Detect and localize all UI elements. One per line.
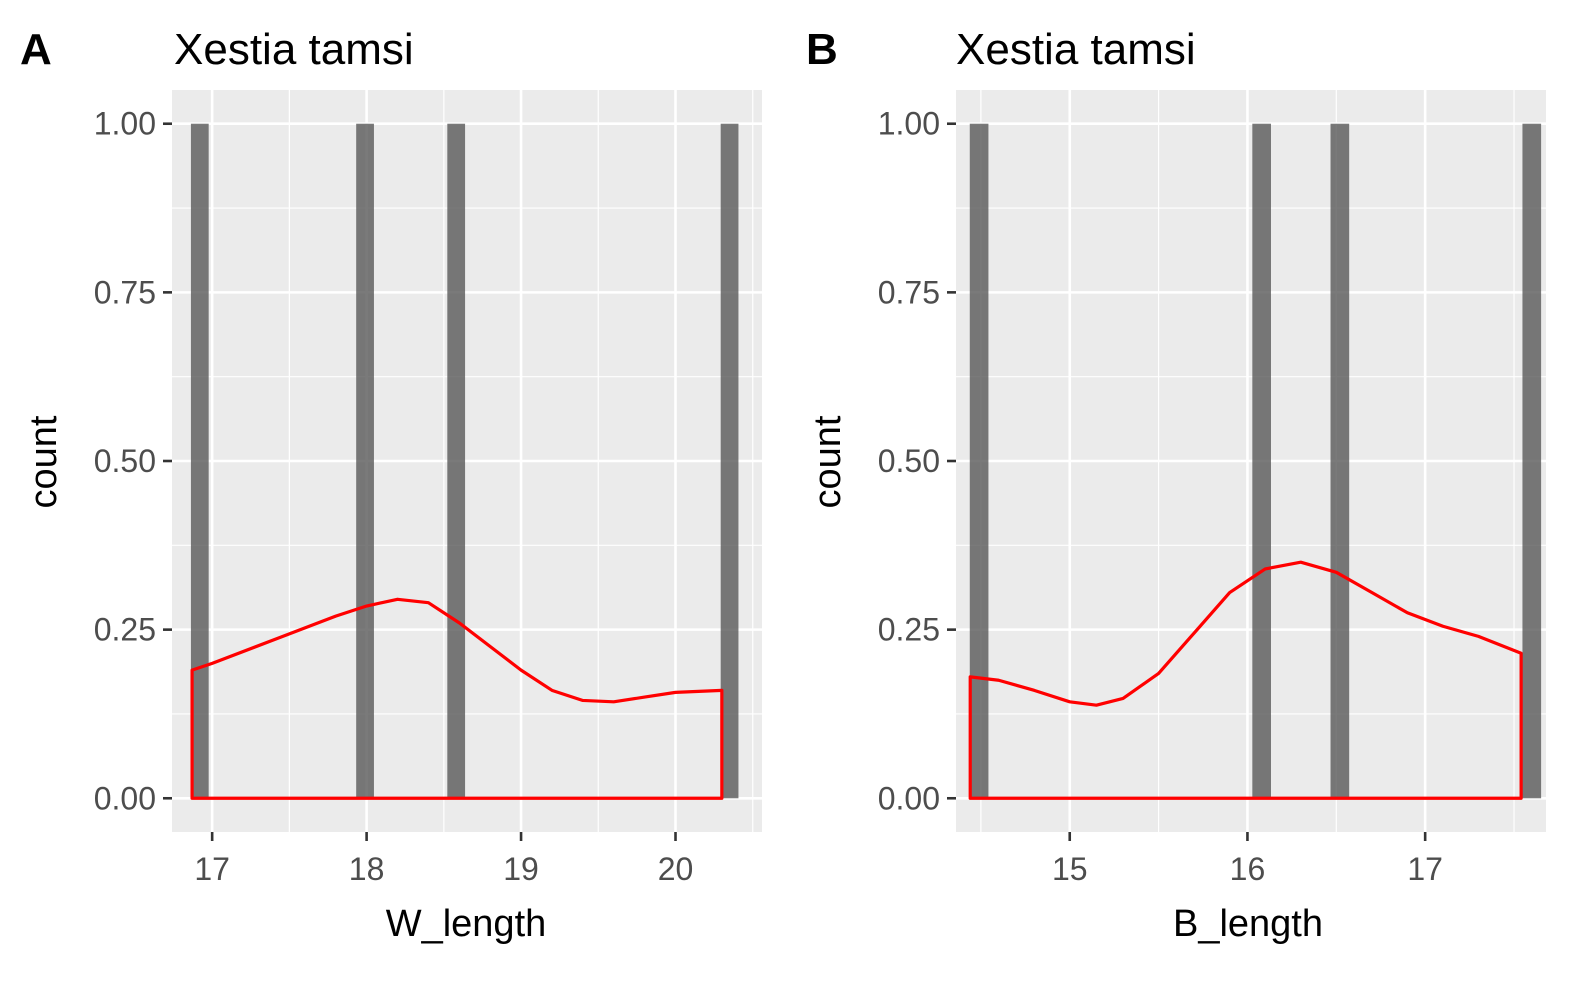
y-axis: 0.00 0.25 0.50 0.75 1.00 [94,106,172,816]
y-axis-title: count [807,415,849,508]
y-tick-label: 0.25 [878,612,940,648]
x-tick-label: 15 [1052,851,1088,887]
panel-tag: B [806,25,838,74]
histogram-bar [1252,123,1271,799]
x-axis-title: B_length [1173,903,1323,945]
y-tick-label: 0.50 [878,443,940,479]
density-curve [968,560,1523,800]
x-tick-label: 16 [1230,851,1266,887]
y-tick-label: 1.00 [878,106,940,142]
panel-tag: A [20,25,52,74]
x-tick-label: 19 [503,851,539,887]
gridlines [956,90,1546,832]
y-tick-label: 0.50 [94,443,156,479]
x-tick-label: 17 [1407,851,1443,887]
density-line [190,597,724,800]
histogram-bar [356,123,374,799]
x-tick-label: 20 [658,851,694,887]
x-tick-label: 17 [194,851,230,887]
y-tick-label: 0.00 [94,780,156,816]
chart-title: Xestia tamsi [956,25,1196,74]
histogram-bar [969,123,989,799]
histogram-bar [1330,123,1350,799]
histogram-bar [720,123,739,799]
y-axis: 0.00 0.25 0.50 0.75 1.00 [878,106,956,816]
y-tick-label: 0.25 [94,612,156,648]
chart-title: Xestia tamsi [174,25,414,74]
y-tick-label: 0.00 [878,780,940,816]
y-axis-title: count [23,415,65,508]
bars [190,123,739,799]
y-tick-label: 0.75 [878,274,940,310]
bars [969,123,1542,799]
panel-b: B Xestia tamsi 0.00 0.25 0.50 0.75 1.00 15 16… [806,25,1546,945]
histogram-bar [190,123,209,799]
y-tick-label: 0.75 [94,274,156,310]
x-tick-label: 18 [349,851,385,887]
y-tick-label: 1.00 [94,106,156,142]
density-line [968,560,1523,800]
density-curve [190,597,724,800]
x-axis: 15 16 17 [1052,832,1443,887]
x-axis: 17 18 19 20 [194,832,693,887]
histogram-bar [1522,123,1542,799]
x-axis-title: W_length [386,903,547,945]
panel-a: A Xestia tamsi 0.00 0.25 0.50 0.75 1.00 17 18… [20,25,762,945]
histogram-bar [447,123,466,799]
